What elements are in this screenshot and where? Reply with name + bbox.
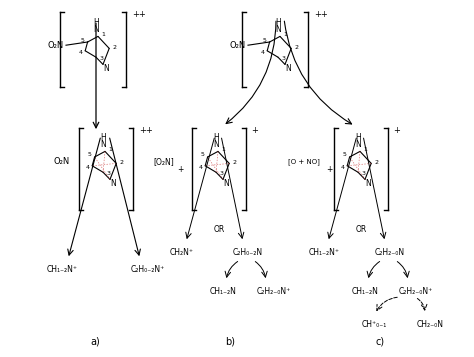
Text: 2: 2 xyxy=(374,160,378,165)
Text: 2: 2 xyxy=(294,45,298,50)
Text: OR: OR xyxy=(356,226,366,235)
Text: 4: 4 xyxy=(78,50,82,55)
Text: CH₁₋₂N⁺: CH₁₋₂N⁺ xyxy=(309,248,339,257)
Text: 3: 3 xyxy=(107,171,111,176)
Text: N: N xyxy=(103,64,109,73)
Text: C₂H₂₋₀N⁺: C₂H₂₋₀N⁺ xyxy=(257,287,291,296)
Text: CH⁺₀₋₁: CH⁺₀₋₁ xyxy=(361,320,387,329)
Text: O₂N: O₂N xyxy=(54,157,70,166)
Text: c): c) xyxy=(375,337,384,347)
Text: N: N xyxy=(213,140,219,149)
Text: 2: 2 xyxy=(112,45,116,50)
Text: C₂H₀₋₂N⁺: C₂H₀₋₂N⁺ xyxy=(131,265,165,274)
Text: 4: 4 xyxy=(85,165,89,170)
Text: 3: 3 xyxy=(100,56,104,61)
Text: H: H xyxy=(93,18,99,27)
Text: [O + NO]: [O + NO] xyxy=(288,159,320,165)
Text: +: + xyxy=(177,165,183,174)
Text: C₂H₂₋₀N⁺: C₂H₂₋₀N⁺ xyxy=(399,287,433,296)
Text: 1: 1 xyxy=(363,147,367,152)
Text: 4: 4 xyxy=(198,165,202,170)
Text: ++: ++ xyxy=(132,10,146,19)
Text: 5: 5 xyxy=(81,37,84,42)
Text: N: N xyxy=(110,179,116,188)
Text: OR: OR xyxy=(213,226,225,235)
Text: 1: 1 xyxy=(101,32,105,37)
Text: N: N xyxy=(223,179,229,188)
Text: 5: 5 xyxy=(88,152,91,157)
Text: CH₁₋₂N⁺: CH₁₋₂N⁺ xyxy=(46,265,78,274)
Text: N: N xyxy=(355,140,361,149)
Text: 3: 3 xyxy=(220,171,224,176)
Text: O₂N: O₂N xyxy=(230,41,246,50)
Text: 2: 2 xyxy=(119,160,123,165)
Text: b): b) xyxy=(225,337,235,347)
Text: 5: 5 xyxy=(263,37,266,42)
Text: CH₁₋₂N: CH₁₋₂N xyxy=(210,287,237,296)
Text: 5: 5 xyxy=(343,152,346,157)
Text: N: N xyxy=(93,25,99,34)
Text: 1: 1 xyxy=(108,147,112,152)
Text: a): a) xyxy=(90,337,100,347)
Text: +: + xyxy=(326,165,332,174)
Text: ++: ++ xyxy=(139,126,153,135)
Text: 3: 3 xyxy=(282,56,286,61)
Text: C₂H₂₋₀N: C₂H₂₋₀N xyxy=(375,248,405,257)
Text: 2: 2 xyxy=(232,160,236,165)
Text: 5: 5 xyxy=(201,152,205,157)
Text: 1: 1 xyxy=(221,147,225,152)
Text: N: N xyxy=(100,140,106,149)
Text: N: N xyxy=(365,179,371,188)
Text: CH₂₋₀N: CH₂₋₀N xyxy=(417,320,444,329)
Text: 1: 1 xyxy=(283,32,287,37)
Text: 3: 3 xyxy=(362,171,366,176)
Text: N: N xyxy=(285,64,291,73)
Text: CH₁₋₂N: CH₁₋₂N xyxy=(352,287,378,296)
Text: O₂N: O₂N xyxy=(48,41,64,50)
Text: C₂H₀₋₂N: C₂H₀₋₂N xyxy=(233,248,263,257)
Text: H: H xyxy=(275,18,281,27)
Text: CH₂N⁺: CH₂N⁺ xyxy=(170,248,194,257)
Text: +: + xyxy=(393,126,400,135)
Text: N: N xyxy=(275,25,281,34)
Text: [O₂N]: [O₂N] xyxy=(154,157,174,166)
Text: 4: 4 xyxy=(340,165,344,170)
Text: H: H xyxy=(213,133,219,142)
Text: 4: 4 xyxy=(260,50,264,55)
Text: ++: ++ xyxy=(314,10,328,19)
Text: H: H xyxy=(100,133,106,142)
Text: H: H xyxy=(355,133,361,142)
Text: +: + xyxy=(251,126,258,135)
